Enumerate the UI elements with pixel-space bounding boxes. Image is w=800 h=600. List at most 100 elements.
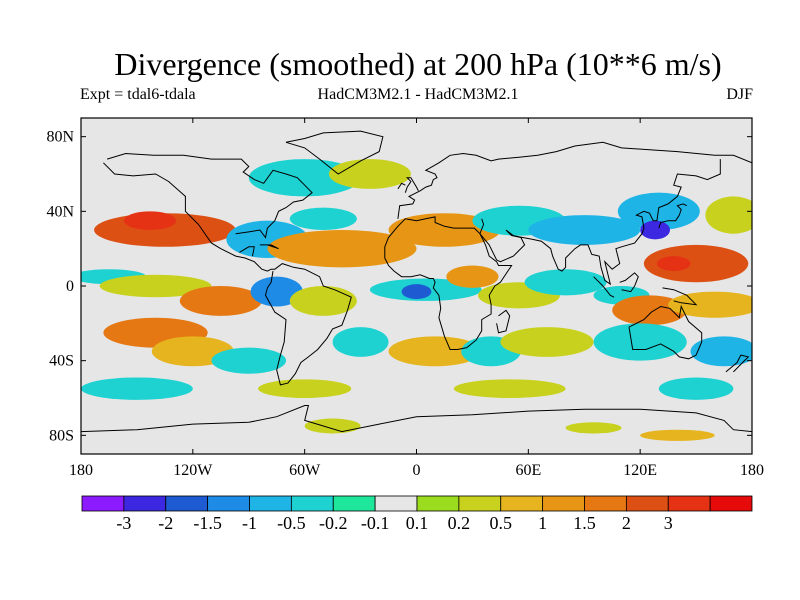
coastline-5 bbox=[384, 216, 513, 350]
field-blob-31 bbox=[332, 327, 389, 357]
colorbar-label-2: -1.5 bbox=[193, 513, 222, 533]
lat-tick-label-4: 80S bbox=[49, 427, 74, 444]
coastline-7 bbox=[479, 159, 721, 286]
coastline-16 bbox=[397, 182, 406, 190]
coastline-1 bbox=[106, 152, 313, 239]
coastline-2 bbox=[239, 246, 255, 257]
field-blob-19 bbox=[289, 286, 357, 316]
lon-tick-label-6: 180 bbox=[740, 462, 764, 479]
colorbar-box-13 bbox=[625, 495, 669, 512]
field-blob-30 bbox=[211, 347, 287, 374]
coastline-6 bbox=[496, 309, 511, 334]
field-blob-35 bbox=[593, 323, 687, 361]
experiment-label: Expt = tdal6-tdala bbox=[80, 86, 196, 103]
colorbar-label-6: -0.1 bbox=[361, 513, 390, 533]
coastline-0 bbox=[103, 162, 352, 386]
colorbar: -3 -2 -1.5 -1 -0.5 -0.2 -0.1 0.1 0.2 0.5 1 1.5 2 3 bbox=[81, 495, 753, 533]
field-blob-41 bbox=[304, 418, 361, 434]
coastline-17 bbox=[259, 244, 279, 250]
colorbar-label-12: 2 bbox=[622, 513, 631, 533]
field-blob-32 bbox=[388, 336, 482, 367]
field-blob-21 bbox=[401, 284, 432, 300]
field-blob-18 bbox=[250, 276, 303, 307]
map-plot-area bbox=[81, 118, 752, 454]
colorbar-box-4 bbox=[249, 495, 292, 512]
colorbar-label-11: 1.5 bbox=[573, 513, 596, 533]
coastline-10 bbox=[593, 276, 615, 298]
model-comparison-label: HadCM3M2.1 - HadCM3M2.1 bbox=[317, 86, 519, 103]
field-blob-1 bbox=[123, 211, 177, 231]
coastline-11 bbox=[619, 272, 639, 293]
lat-tick-label-3: 40S bbox=[49, 353, 74, 370]
field-blob-11 bbox=[640, 220, 670, 240]
field-blob-27 bbox=[668, 291, 752, 318]
field-blob-16 bbox=[99, 274, 212, 298]
lon-tick-label-0: 180 bbox=[69, 462, 93, 479]
lat-tick-label-2: 0 bbox=[66, 278, 74, 295]
field-blob-7 bbox=[388, 213, 501, 247]
colorbar-box-10 bbox=[500, 495, 544, 512]
field-blob-5 bbox=[267, 230, 417, 268]
lon-tick-label-4: 60E bbox=[515, 462, 541, 479]
coastline-13 bbox=[725, 354, 750, 373]
colorbar-box-11 bbox=[542, 495, 585, 512]
colorbar-box-5 bbox=[290, 495, 334, 512]
field-blob-40 bbox=[658, 377, 734, 400]
colorbar-box-8 bbox=[416, 495, 460, 512]
lat-tick-label-0: 80N bbox=[46, 129, 74, 146]
field-blob-34 bbox=[500, 327, 594, 357]
field-blob-9 bbox=[528, 215, 641, 245]
field-blob-17 bbox=[179, 286, 262, 316]
colorbar-label-3: -1 bbox=[242, 513, 257, 533]
field-blob-12 bbox=[643, 244, 749, 283]
field-blob-38 bbox=[258, 379, 352, 398]
colorbar-label-8: 0.2 bbox=[448, 513, 471, 533]
colorbar-box-9 bbox=[458, 495, 502, 512]
lon-tick-label-2: 60W bbox=[289, 462, 321, 479]
field-blob-14 bbox=[705, 196, 752, 234]
colorbar-box-14 bbox=[667, 495, 711, 512]
field-blob-6 bbox=[289, 207, 357, 230]
field-blob-39 bbox=[453, 379, 566, 398]
field-blob-10 bbox=[617, 192, 700, 230]
field-blob-13 bbox=[656, 256, 691, 272]
colorbar-label-10: 1 bbox=[538, 513, 547, 533]
season-label: DJF bbox=[726, 86, 753, 103]
coastline-4 bbox=[397, 141, 752, 219]
colorbar-label-7: 0.1 bbox=[406, 513, 429, 533]
coastline-15 bbox=[404, 177, 419, 193]
colorbar-label-5: -0.2 bbox=[319, 513, 348, 533]
field-blob-3 bbox=[328, 159, 411, 189]
colorbar-box-1 bbox=[123, 495, 167, 512]
field-blob-42 bbox=[565, 422, 622, 434]
colorbar-box-12 bbox=[584, 495, 627, 512]
coastline-3 bbox=[285, 130, 384, 175]
colorbar-box-3 bbox=[207, 495, 250, 512]
colorbar-label-0: -3 bbox=[116, 513, 131, 533]
lon-tick-label-5: 120E bbox=[623, 462, 657, 479]
lat-tick-label-1: 40N bbox=[46, 203, 74, 220]
lon-tick-label-1: 120W bbox=[173, 462, 213, 479]
divergence-field bbox=[81, 159, 752, 441]
field-blob-43 bbox=[640, 429, 715, 441]
colorbar-box-15 bbox=[709, 495, 753, 512]
field-blob-26 bbox=[612, 295, 687, 326]
field-blob-22 bbox=[446, 265, 499, 288]
colorbar-label-13: 3 bbox=[664, 513, 673, 533]
field-blob-37 bbox=[81, 377, 193, 400]
colorbar-label-1: -2 bbox=[158, 513, 173, 533]
colorbar-box-6 bbox=[332, 495, 376, 512]
colorbar-label-9: 0.5 bbox=[490, 513, 513, 533]
colorbar-box-2 bbox=[165, 495, 209, 512]
map-axis-ticks: 80N 40N 0 40S 80S 180 120W 60W 0 60E 120E 180 bbox=[46, 118, 764, 479]
colorbar-box-0 bbox=[81, 495, 125, 512]
coastlines bbox=[81, 130, 752, 433]
colorbar-box-7 bbox=[374, 495, 418, 512]
colorbar-label-4: -0.5 bbox=[277, 513, 306, 533]
coastline-9 bbox=[628, 304, 703, 360]
field-blob-36 bbox=[690, 336, 752, 367]
map-title: Divergence (smoothed) at 200 hPa (10**6 … bbox=[114, 46, 722, 82]
field-blob-24 bbox=[524, 269, 607, 296]
coastline-14 bbox=[81, 405, 752, 433]
